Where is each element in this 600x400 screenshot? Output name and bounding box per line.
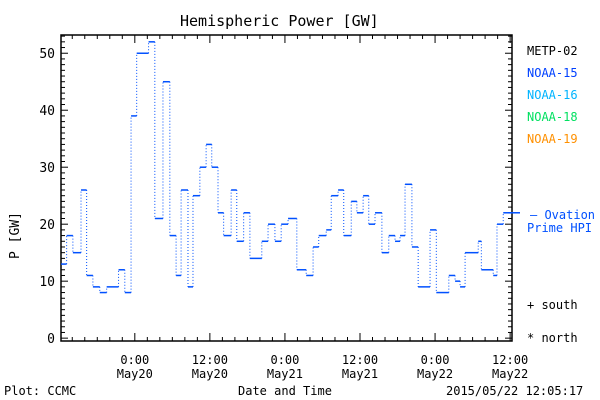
y-axis-label: P [GW] [7,212,23,259]
plot-credit: Plot: CCMC [4,384,77,398]
y-tick-label: 40 [39,104,55,119]
y-tick-label: 30 [39,161,55,176]
legend-item: METP-02 [527,44,578,58]
y-tick-label: 10 [39,275,55,290]
x-tick-time: 12:00 [492,353,528,367]
y-tick-label: 50 [39,47,55,62]
x-tick-time: 12:00 [342,353,378,367]
x-tick-date: May20 [192,367,228,381]
chart-title: Hemispheric Power [GW] [180,12,379,30]
timestamp: 2015/05/22 12:05:17 [446,384,584,398]
x-tick-time: 0:00 [270,353,299,367]
legend-item: NOAA-15 [527,66,578,80]
legend-item: NOAA-16 [527,88,578,102]
x-tick-date: May22 [417,367,453,381]
legend-item: NOAA-18 [527,110,578,124]
x-tick-date: May20 [117,367,153,381]
x-axis-label: Date and Time [238,384,332,398]
south-marker-legend: + south [527,298,578,312]
x-tick-time: 0:00 [120,353,149,367]
legend-item: NOAA-19 [527,132,578,146]
y-tick-label: 20 [39,218,55,233]
plot-frame [60,34,513,342]
x-tick-date: May21 [267,367,303,381]
ovation-label-2: Prime HPI [527,221,593,235]
x-tick-time: 12:00 [192,353,228,367]
x-tick-date: May21 [342,367,378,381]
x-tick-date: May22 [492,367,528,381]
ovation-label: — Ovation [530,208,596,222]
x-tick-time: 0:00 [421,353,450,367]
north-marker-legend: * north [527,331,578,345]
y-tick-label: 0 [47,332,55,347]
